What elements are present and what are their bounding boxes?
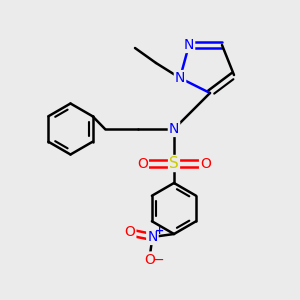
- Text: O: O: [124, 226, 135, 239]
- Text: N: N: [175, 71, 185, 85]
- Text: O: O: [200, 157, 211, 170]
- Text: N: N: [169, 122, 179, 136]
- Text: +: +: [155, 226, 164, 236]
- Text: −: −: [153, 253, 164, 266]
- Text: N: N: [184, 38, 194, 52]
- Text: O: O: [144, 253, 155, 266]
- Text: N: N: [147, 230, 158, 244]
- Text: S: S: [169, 156, 179, 171]
- Text: O: O: [137, 157, 148, 170]
